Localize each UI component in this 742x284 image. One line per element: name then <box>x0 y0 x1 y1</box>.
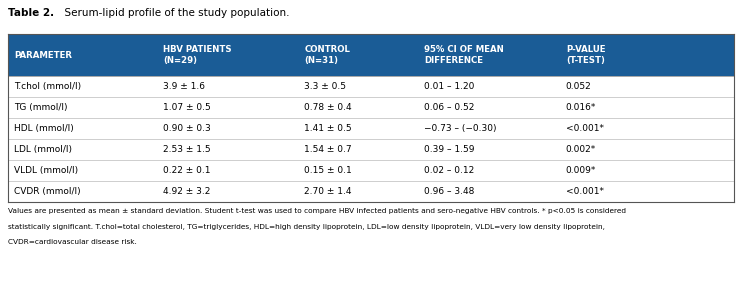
Bar <box>8 118 734 139</box>
Text: HDL (mmol/l): HDL (mmol/l) <box>14 124 73 133</box>
Text: 0.002*: 0.002* <box>565 145 596 154</box>
Text: 0.15 ± 0.1: 0.15 ± 0.1 <box>304 166 352 175</box>
Text: 95% CI OF MEAN
DIFFERENCE: 95% CI OF MEAN DIFFERENCE <box>424 45 504 65</box>
Text: 0.90 ± 0.3: 0.90 ± 0.3 <box>162 124 211 133</box>
Bar <box>8 181 734 202</box>
Text: 0.39 – 1.59: 0.39 – 1.59 <box>424 145 475 154</box>
Text: statistically significant. T.chol=total cholesterol, TG=triglycerides, HDL=high : statistically significant. T.chol=total … <box>8 224 605 229</box>
Bar <box>8 139 734 160</box>
Text: CVDR (mmol/l): CVDR (mmol/l) <box>14 187 81 196</box>
Bar <box>8 160 734 181</box>
Text: P-VALUE
(T-TEST): P-VALUE (T-TEST) <box>565 45 605 65</box>
Text: 0.96 – 3.48: 0.96 – 3.48 <box>424 187 475 196</box>
Text: <0.001*: <0.001* <box>565 187 604 196</box>
Text: CVDR=cardiovascular disease risk.: CVDR=cardiovascular disease risk. <box>8 239 137 245</box>
Text: VLDL (mmol/l): VLDL (mmol/l) <box>14 166 78 175</box>
Text: 3.3 ± 0.5: 3.3 ± 0.5 <box>304 82 347 91</box>
Text: Serum-lipid profile of the study population.: Serum-lipid profile of the study populat… <box>58 8 289 18</box>
Text: 4.92 ± 3.2: 4.92 ± 3.2 <box>162 187 210 196</box>
Text: 2.70 ± 1.4: 2.70 ± 1.4 <box>304 187 352 196</box>
Bar <box>8 76 734 97</box>
Text: 1.41 ± 0.5: 1.41 ± 0.5 <box>304 124 352 133</box>
Text: 1.54 ± 0.7: 1.54 ± 0.7 <box>304 145 352 154</box>
Text: 2.53 ± 1.5: 2.53 ± 1.5 <box>162 145 211 154</box>
Text: PARAMETER: PARAMETER <box>14 51 72 60</box>
Text: LDL (mmol/l): LDL (mmol/l) <box>14 145 72 154</box>
Text: Table 2.: Table 2. <box>8 8 54 18</box>
Text: 0.016*: 0.016* <box>565 103 596 112</box>
Bar <box>8 34 734 76</box>
Text: −0.73 – (−0.30): −0.73 – (−0.30) <box>424 124 496 133</box>
Text: <0.001*: <0.001* <box>565 124 604 133</box>
Text: Values are presented as mean ± standard deviation. Student t-test was used to co: Values are presented as mean ± standard … <box>8 208 626 214</box>
Text: HBV PATIENTS
(N=29): HBV PATIENTS (N=29) <box>162 45 232 65</box>
Text: 0.009*: 0.009* <box>565 166 596 175</box>
Text: CONTROL
(N=31): CONTROL (N=31) <box>304 45 350 65</box>
Text: 0.78 ± 0.4: 0.78 ± 0.4 <box>304 103 352 112</box>
Text: 3.9 ± 1.6: 3.9 ± 1.6 <box>162 82 205 91</box>
Text: 0.02 – 0.12: 0.02 – 0.12 <box>424 166 474 175</box>
Bar <box>8 97 734 118</box>
Text: T.chol (mmol/l): T.chol (mmol/l) <box>14 82 81 91</box>
Text: 0.01 – 1.20: 0.01 – 1.20 <box>424 82 475 91</box>
Text: 0.052: 0.052 <box>565 82 591 91</box>
Text: TG (mmol/l): TG (mmol/l) <box>14 103 68 112</box>
Text: 0.06 – 0.52: 0.06 – 0.52 <box>424 103 475 112</box>
Text: 1.07 ± 0.5: 1.07 ± 0.5 <box>162 103 211 112</box>
Text: 0.22 ± 0.1: 0.22 ± 0.1 <box>162 166 210 175</box>
